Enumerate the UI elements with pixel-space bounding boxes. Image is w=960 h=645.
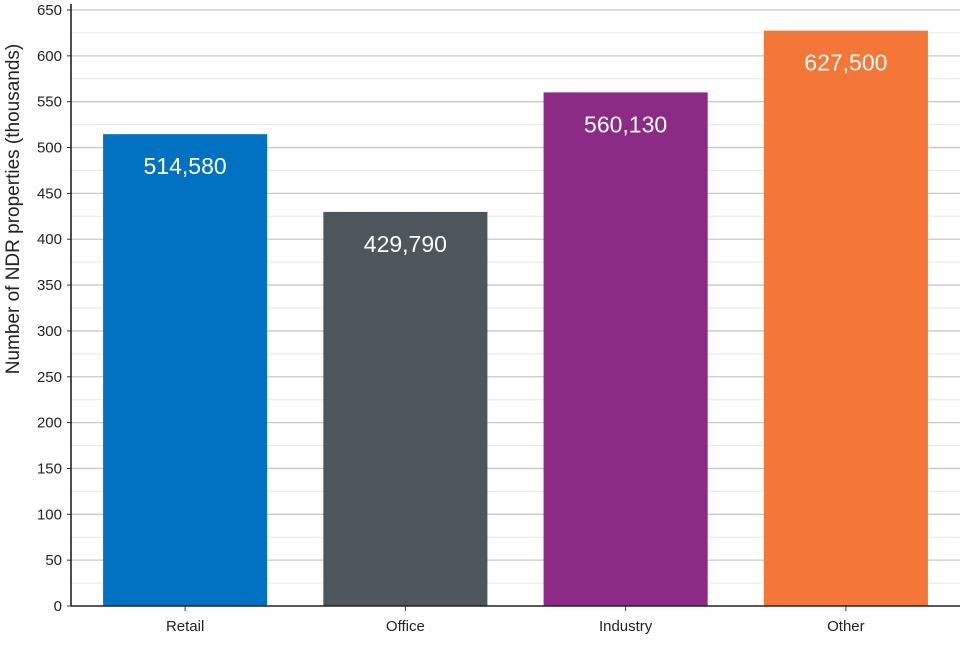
y-tick-label: 200 [37,415,62,432]
y-tick-label: 250 [37,369,62,386]
y-tick-label: 150 [37,460,62,477]
y-tick-label: 550 [37,94,62,111]
y-tick-label: 450 [37,185,62,202]
labels: 0 50 100 150 200 250 300 350 400 450 500 550 600 650 5… [37,2,887,635]
x-category-label: Office [386,618,425,635]
bar-industry [543,92,708,607]
y-tick-label: 50 [45,552,62,569]
data-label: 429,790 [364,231,447,257]
y-tick-label: 600 [37,48,62,65]
bar-retail [103,134,268,606]
y-tick-label: 650 [37,2,62,19]
y-axis-title: Number of NDR properties (thousands) [3,44,24,375]
y-tick-label: 100 [37,506,62,523]
x-category-label: Other [827,618,865,635]
bar-office [323,211,488,606]
x-category-label: Retail [166,618,204,635]
axes [67,4,960,611]
y-tick-label: 300 [37,323,62,340]
y-tick-label: 400 [37,231,62,248]
y-tick-label: 500 [37,140,62,157]
data-label: 627,500 [804,50,887,76]
x-category-label: Industry [599,618,653,635]
bars [103,30,928,607]
y-tick-label: 350 [37,277,62,294]
data-label: 514,580 [144,153,227,179]
bar-other [763,30,928,606]
data-label: 560,130 [584,111,667,137]
y-tick-label: 0 [54,598,62,615]
